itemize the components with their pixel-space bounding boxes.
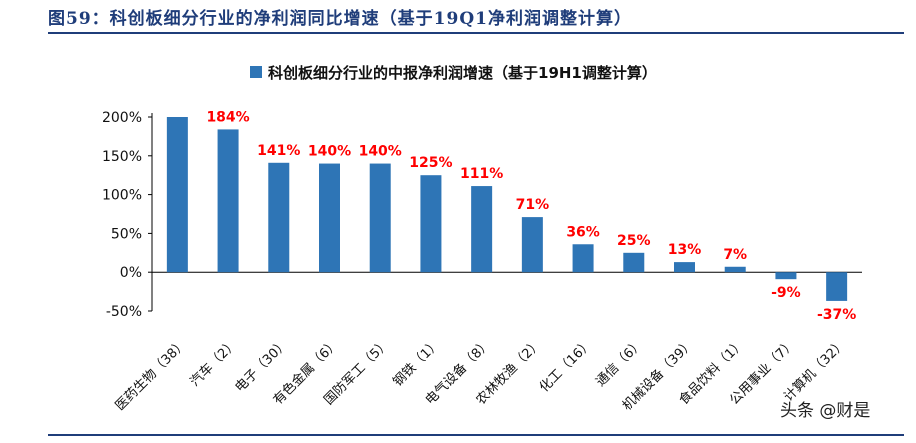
x-tick-label: 通信（6）: [593, 336, 646, 389]
y-tick-label: 0%: [120, 265, 142, 281]
data-label: 71%: [516, 197, 550, 213]
bar: [521, 217, 543, 273]
x-tick-label: 医药生物（38）: [113, 336, 190, 413]
data-label: -9%: [771, 285, 801, 301]
title-rule: [48, 32, 904, 34]
bar: [826, 272, 848, 301]
bar: [572, 244, 594, 273]
bar: [623, 252, 645, 273]
bar: [166, 117, 188, 273]
x-tick-label: 汽车（2）: [187, 336, 241, 390]
bar: [319, 163, 340, 273]
y-tick-label: 200%: [102, 110, 142, 126]
y-tick-label: -50%: [106, 304, 142, 320]
legend-swatch: [250, 66, 262, 78]
axes: -50% 0% 50% 100% 150% 200%: [102, 110, 862, 320]
data-label: -37%: [817, 307, 856, 323]
y-tick-label: 50%: [111, 226, 142, 242]
bars: [166, 117, 848, 301]
data-label: 25%: [617, 233, 651, 249]
bar: [674, 262, 695, 273]
data-label: 13%: [668, 242, 702, 258]
data-label: 36%: [566, 224, 600, 240]
data-label: 111%: [460, 166, 503, 182]
legend-label: 科创板细分行业的中报净利润增速（基于19H1调整计算）: [268, 64, 657, 82]
bar: [775, 272, 797, 280]
bar: [420, 175, 442, 273]
category-labels: 医药生物（38）汽车（2）电子（30）有色金属（6）国防军工（5）钢铁（1）电气…: [113, 336, 850, 414]
data-label: 184%: [206, 109, 249, 125]
bar: [217, 129, 239, 273]
x-tick-label: 钢铁（1）: [391, 336, 444, 389]
bar: [724, 266, 746, 273]
data-label: 7%: [723, 247, 747, 263]
data-label: 140%: [359, 144, 402, 160]
data-label: 141%: [257, 143, 300, 159]
y-tick-label: 150%: [102, 149, 142, 165]
data-label: 140%: [308, 144, 351, 160]
bottom-rule: [48, 434, 904, 436]
figure-title: 图59：科创板细分行业的净利润同比增速（基于19Q1净利润调整计算）: [48, 9, 632, 29]
legend: 科创板细分行业的中报净利润增速（基于19H1调整计算）: [250, 64, 657, 82]
data-labels: 184% 141% 140% 140% 125% 111% 71% 36% 25% 13% 7% -9…: [206, 109, 856, 322]
x-tick-label: 化工（16）: [537, 336, 596, 395]
bar: [268, 162, 290, 273]
y-tick-label: 100%: [102, 188, 142, 204]
bar: [369, 163, 391, 273]
watermark: 头条 @财是: [780, 401, 871, 421]
data-label: 125%: [409, 155, 452, 171]
bar: [471, 186, 493, 273]
